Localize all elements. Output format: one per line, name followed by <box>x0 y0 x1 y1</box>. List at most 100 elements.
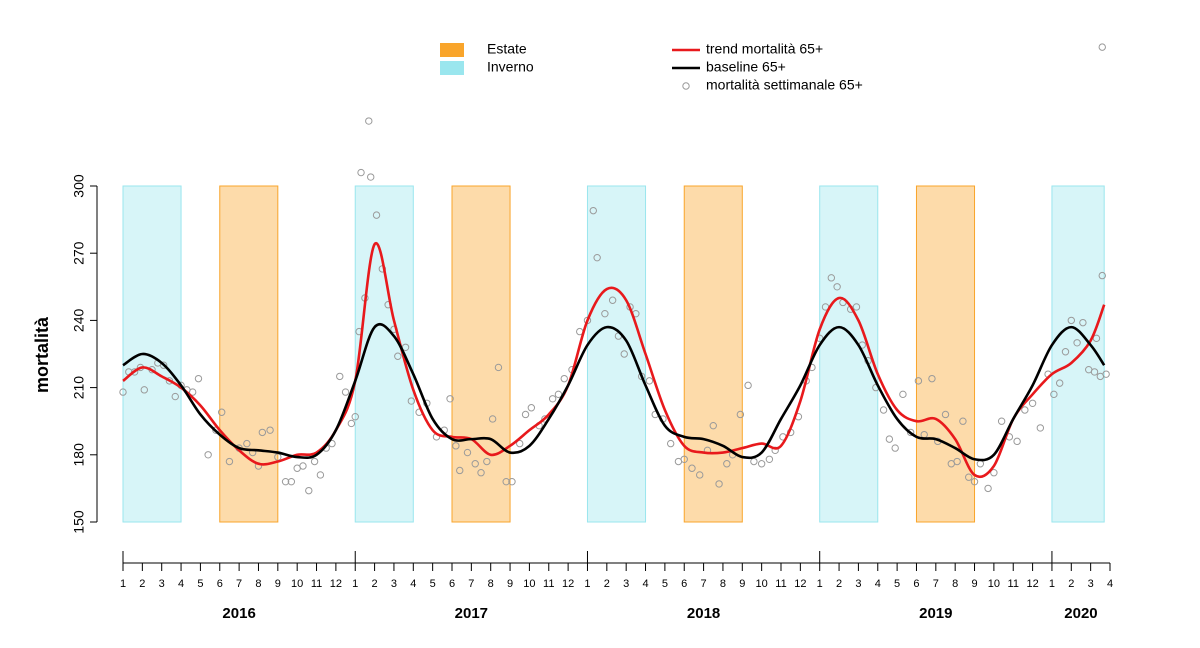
data-point <box>1090 368 1099 376</box>
data-point <box>401 343 410 351</box>
x-tick-label: 1 <box>1049 578 1055 590</box>
data-point <box>357 168 365 177</box>
legend-label: mortalità settimanale 65+ <box>706 77 863 93</box>
data-point <box>394 352 402 360</box>
legend-label: baseline 65+ <box>706 59 786 75</box>
data-point <box>471 460 479 468</box>
data-point <box>341 388 350 396</box>
data-point <box>554 390 563 399</box>
data-point <box>715 480 723 488</box>
x-tick-label: 3 <box>1088 578 1094 590</box>
data-point <box>953 457 961 466</box>
data-point <box>347 419 356 428</box>
x-tick-label: 10 <box>988 578 1000 590</box>
x-tick-label: 3 <box>391 578 397 590</box>
x-tick-label: 2 <box>139 578 145 590</box>
x-tick-label: 7 <box>933 578 939 590</box>
data-point <box>765 455 774 463</box>
data-point <box>560 374 568 383</box>
data-point <box>906 428 915 437</box>
y-tick-label: 150 <box>71 510 87 534</box>
x-tick-label: 11 <box>1008 578 1019 590</box>
x-tick-label: 4 <box>1107 578 1113 590</box>
year-label: 2018 <box>687 605 720 622</box>
data-point <box>218 408 226 416</box>
x-tick-label: 10 <box>291 578 303 590</box>
data-point <box>456 466 464 475</box>
y-axis-label: mortalità <box>32 316 52 393</box>
x-tick-label: 8 <box>720 578 726 590</box>
y-tick-label: 240 <box>71 309 87 333</box>
data-point <box>885 435 894 443</box>
x-tick-label: 7 <box>236 578 242 590</box>
y-tick-label: 210 <box>71 376 87 400</box>
x-tick-label: 11 <box>543 578 554 590</box>
series-line <box>122 322 1106 462</box>
data-point <box>688 464 696 472</box>
year-label: 2016 <box>222 605 255 622</box>
x-tick-label: 9 <box>275 578 281 590</box>
year-label: 2017 <box>455 605 488 622</box>
data-point <box>1098 43 1106 51</box>
data-point <box>589 206 597 215</box>
data-point <box>680 455 688 463</box>
data-point <box>336 372 344 381</box>
data-point <box>914 377 923 385</box>
data-point <box>1098 271 1106 280</box>
data-point <box>941 410 950 419</box>
x-tick-label: 6 <box>449 578 455 590</box>
data-point <box>620 350 628 358</box>
x-tick-label: 1 <box>817 578 823 590</box>
x-tick-label: 8 <box>488 578 494 590</box>
data-point <box>696 471 704 479</box>
x-tick-label: 12 <box>794 578 806 590</box>
x-tick-label: 4 <box>875 578 881 590</box>
x-tick-label: 8 <box>952 578 958 590</box>
data-point <box>527 404 536 412</box>
legend-label: Inverno <box>487 59 534 75</box>
data-point <box>171 392 179 401</box>
x-tick-label: 2 <box>1068 578 1074 590</box>
data-point <box>502 477 510 486</box>
season-band <box>122 185 182 523</box>
data-point <box>984 484 992 493</box>
data-point <box>757 460 766 468</box>
data-point <box>521 410 530 419</box>
data-point <box>666 439 675 448</box>
data-point <box>879 406 888 414</box>
data-point <box>1028 399 1037 407</box>
x-tick-label: 11 <box>775 578 786 590</box>
data-point <box>266 426 274 434</box>
x-tick-label: 12 <box>1026 578 1038 590</box>
data-point <box>516 439 524 448</box>
data-point <box>608 296 617 304</box>
data-point <box>204 451 212 459</box>
x-tick-label: 9 <box>971 578 977 590</box>
x-tick-label: 6 <box>913 578 919 590</box>
x-tick-label: 5 <box>430 578 436 590</box>
data-point <box>477 469 485 477</box>
data-point <box>310 457 319 466</box>
year-label: 2020 <box>1064 605 1097 622</box>
data-point <box>367 173 375 181</box>
data-point <box>1050 390 1058 399</box>
data-point <box>709 421 717 430</box>
x-tick-label: 10 <box>756 578 768 590</box>
data-point <box>891 444 899 452</box>
data-point <box>281 477 290 486</box>
y-tick-label: 180 <box>71 443 87 467</box>
year-label: 2019 <box>919 605 952 622</box>
data-point <box>750 457 758 466</box>
x-tick-label: 5 <box>894 578 900 590</box>
legend-swatch <box>440 61 464 75</box>
data-point <box>965 473 973 481</box>
data-point <box>140 386 148 394</box>
data-point <box>287 477 296 486</box>
data-point <box>645 377 654 385</box>
data-point <box>1021 406 1029 414</box>
x-tick-label: 5 <box>662 578 668 590</box>
x-tick-label: 9 <box>507 578 513 590</box>
data-point <box>990 469 998 477</box>
data-point <box>316 471 325 479</box>
x-tick-label: 1 <box>120 578 126 590</box>
